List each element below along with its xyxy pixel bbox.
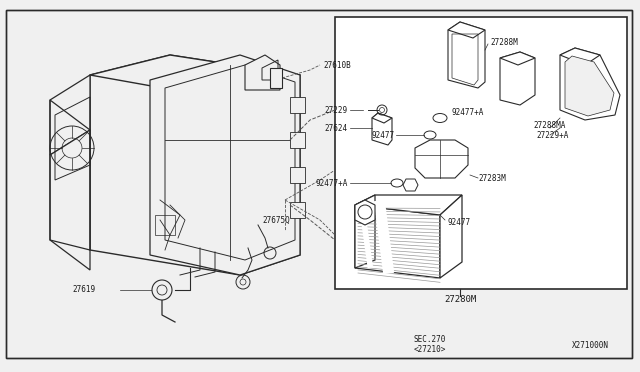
- Text: 27288M: 27288M: [490, 38, 518, 46]
- Text: X271000N: X271000N: [572, 340, 609, 350]
- Polygon shape: [560, 48, 620, 120]
- Text: 27283M: 27283M: [478, 173, 506, 183]
- Bar: [335, 17, 627, 289]
- Text: SEC.270: SEC.270: [414, 336, 446, 344]
- Polygon shape: [372, 113, 392, 123]
- Polygon shape: [355, 200, 375, 225]
- Polygon shape: [50, 130, 90, 250]
- Text: 27229+A: 27229+A: [536, 131, 568, 140]
- Polygon shape: [355, 195, 462, 215]
- Polygon shape: [50, 75, 90, 155]
- Polygon shape: [560, 48, 600, 65]
- Polygon shape: [372, 113, 392, 145]
- Text: 27280M: 27280M: [444, 295, 476, 305]
- Text: 92477+A: 92477+A: [316, 179, 348, 187]
- Polygon shape: [448, 22, 485, 38]
- Polygon shape: [290, 167, 305, 183]
- Polygon shape: [90, 55, 300, 275]
- Polygon shape: [500, 52, 535, 105]
- Text: 27624: 27624: [325, 124, 348, 132]
- Text: 92477+A: 92477+A: [452, 108, 484, 116]
- Text: 27610B: 27610B: [323, 61, 351, 70]
- Polygon shape: [448, 22, 485, 88]
- Text: 27288MA: 27288MA: [533, 121, 565, 129]
- Text: 27229: 27229: [325, 106, 348, 115]
- Circle shape: [358, 205, 372, 219]
- Polygon shape: [290, 202, 305, 218]
- Text: 27675Q: 27675Q: [262, 215, 290, 224]
- Polygon shape: [440, 195, 462, 278]
- Polygon shape: [245, 55, 280, 90]
- Text: <27210>: <27210>: [414, 346, 446, 355]
- Polygon shape: [403, 179, 418, 191]
- Polygon shape: [355, 205, 440, 278]
- Polygon shape: [290, 132, 305, 148]
- Circle shape: [152, 280, 172, 300]
- Text: 27619: 27619: [72, 285, 95, 295]
- Polygon shape: [565, 56, 614, 116]
- Polygon shape: [290, 97, 305, 113]
- Text: 92477: 92477: [448, 218, 471, 227]
- Polygon shape: [355, 195, 375, 268]
- Text: 92477: 92477: [372, 131, 395, 140]
- Polygon shape: [90, 55, 300, 100]
- Polygon shape: [270, 68, 282, 88]
- Polygon shape: [415, 140, 468, 178]
- Polygon shape: [150, 55, 300, 275]
- Polygon shape: [500, 52, 535, 65]
